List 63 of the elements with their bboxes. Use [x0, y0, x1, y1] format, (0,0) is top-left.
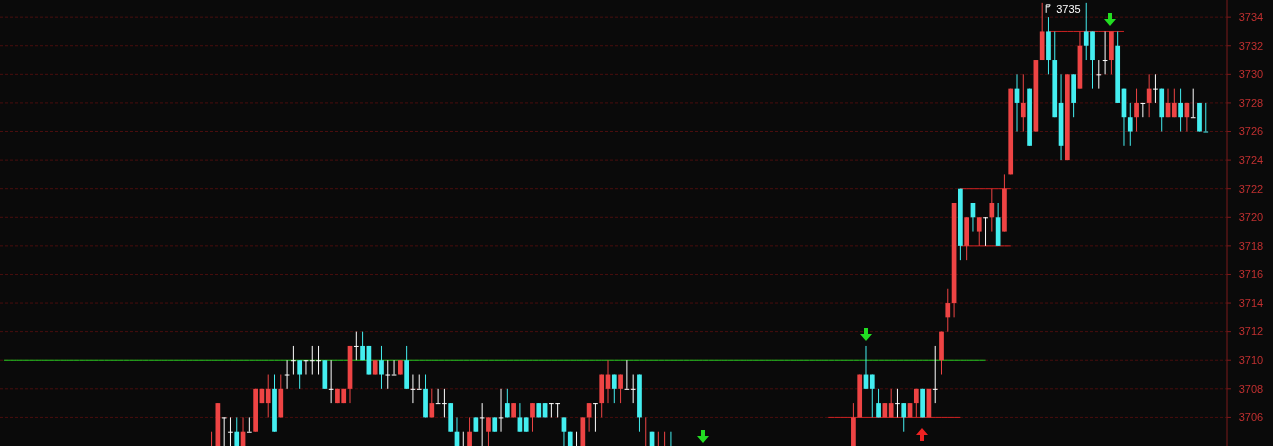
candlestick — [1134, 88, 1139, 133]
candlestick — [945, 288, 951, 333]
y-tick-label: 3714 — [1238, 296, 1264, 309]
y-tick-label: 3706 — [1238, 411, 1264, 424]
y-tick-label: 3730 — [1238, 68, 1264, 81]
candlestick — [611, 374, 617, 404]
candlestick — [1146, 73, 1152, 118]
candlestick — [1153, 73, 1158, 104]
y-tick-label: 3716 — [1238, 268, 1264, 281]
candlestick — [869, 374, 875, 418]
candlestick — [353, 331, 359, 361]
candlestick — [895, 388, 900, 418]
candlestick — [221, 416, 227, 446]
candlestick — [901, 402, 907, 433]
y-tick-label: 3728 — [1238, 96, 1264, 109]
candlestick — [234, 416, 240, 446]
candlestick — [379, 345, 384, 390]
candlestick — [983, 216, 988, 247]
y-tick-label: 3712 — [1238, 325, 1264, 338]
y-tick-label: 3734 — [1238, 11, 1264, 23]
candlestick — [1096, 59, 1102, 90]
candlestick — [1020, 73, 1026, 133]
candlestick — [1203, 102, 1209, 133]
candlestick — [876, 388, 881, 418]
candlestick — [561, 416, 567, 446]
y-tick-label: 3720 — [1238, 211, 1264, 224]
annotation: 3735 — [1056, 2, 1081, 15]
candlestick — [1190, 88, 1196, 119]
candlestick — [265, 374, 271, 418]
candlestick — [517, 402, 523, 433]
y-tick-label: 3732 — [1238, 39, 1264, 52]
candlestick — [593, 402, 598, 433]
candlestick — [1178, 88, 1183, 133]
candlestick — [913, 388, 919, 418]
candlestick — [385, 359, 391, 390]
candlestick — [486, 416, 491, 446]
candlestick — [429, 388, 435, 418]
candlestick — [479, 402, 485, 446]
candlestick — [504, 388, 510, 418]
y-tick-label: 3726 — [1238, 125, 1264, 138]
candlestick — [630, 374, 636, 404]
candlestick — [297, 359, 303, 390]
y-tick-label: 3710 — [1238, 354, 1264, 367]
candlestick — [1127, 102, 1133, 147]
candlestick — [932, 345, 938, 404]
candlestick — [1140, 102, 1146, 118]
candlestick — [989, 188, 995, 233]
y-tick-label: 3722 — [1238, 182, 1264, 195]
candlestick — [246, 416, 252, 433]
y-tick-label: 3708 — [1238, 382, 1264, 395]
candlestick — [467, 416, 472, 446]
y-tick-label: 3724 — [1238, 153, 1264, 166]
candlestick — [618, 374, 623, 404]
candlestick — [291, 345, 296, 376]
candlestick — [416, 374, 422, 390]
y-tick-label: 3718 — [1238, 239, 1264, 252]
candlestick — [976, 216, 982, 247]
candlestick — [1171, 88, 1177, 118]
candlestick — [360, 331, 365, 361]
candlestick — [442, 388, 447, 418]
candlestick — [228, 416, 233, 446]
candlestick — [888, 388, 894, 418]
candlestick — [530, 402, 535, 433]
